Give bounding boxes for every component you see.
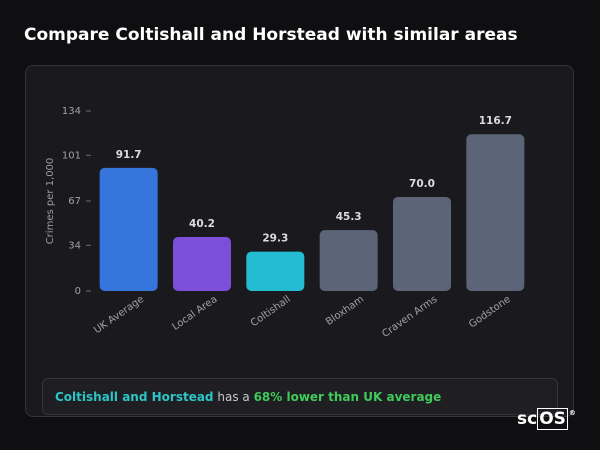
logo-mark: ®: [568, 409, 576, 417]
bar: [393, 196, 451, 291]
logo-text: sc: [517, 409, 538, 429]
bar: [173, 237, 231, 291]
logo: sc OS ®: [517, 408, 576, 430]
bar: [466, 134, 525, 291]
y-tick-label: 134: [62, 106, 81, 117]
value-label: 45.3: [336, 211, 362, 223]
x-tick-label: UK Average: [92, 294, 146, 336]
summary-box: Coltishall and Horstead has a 68% lower …: [42, 378, 558, 415]
x-tick-label: Bloxham: [324, 294, 366, 328]
x-tick-label: Godstone: [467, 294, 513, 331]
bar: [246, 251, 305, 291]
value-label: 40.2: [189, 218, 215, 230]
value-label: 116.7: [479, 115, 512, 127]
y-tick-label: 101: [62, 150, 81, 161]
comparison: 68% lower than UK average: [253, 390, 442, 404]
y-axis-label: Crimes per 1,000: [45, 158, 56, 245]
area-name: Coltishall and Horstead: [55, 390, 214, 404]
summary-text: has a: [217, 390, 250, 404]
page-title: Compare Coltishall and Horstead with sim…: [24, 25, 518, 45]
x-tick-label: Local Area: [170, 294, 219, 333]
x-tick-label: Craven Arms: [380, 294, 439, 340]
bar: [319, 230, 378, 291]
y-tick-label: 34: [68, 240, 81, 251]
bar: [99, 167, 158, 291]
y-tick-label: 67: [68, 196, 81, 207]
value-label: 29.3: [262, 233, 288, 245]
value-label: 70.0: [409, 178, 435, 190]
y-tick-label: 0: [75, 286, 81, 297]
value-label: 91.7: [116, 149, 142, 161]
x-tick-label: Coltishall: [249, 294, 293, 329]
logo-box: OS: [537, 408, 568, 430]
